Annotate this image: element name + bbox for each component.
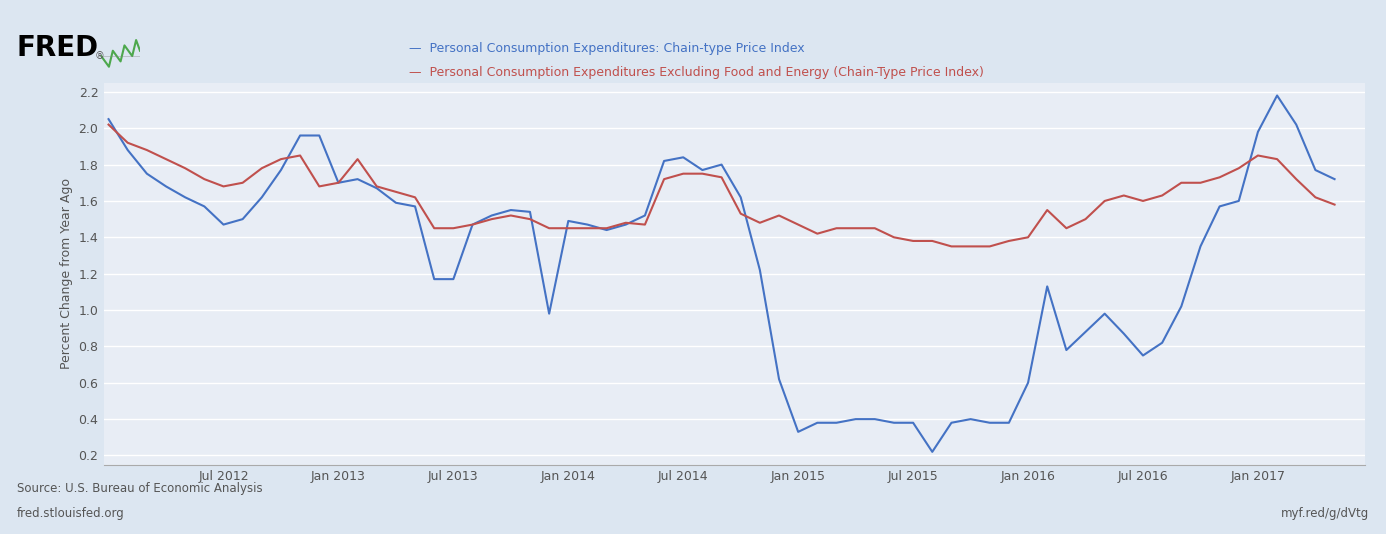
Text: —  Personal Consumption Expenditures: Chain-type Price Index: — Personal Consumption Expenditures: Cha… <box>409 42 804 54</box>
Text: FRED: FRED <box>17 34 98 62</box>
Y-axis label: Percent Change from Year Ago: Percent Change from Year Ago <box>60 178 73 369</box>
Text: —  Personal Consumption Expenditures Excluding Food and Energy (Chain-Type Price: — Personal Consumption Expenditures Excl… <box>409 66 984 78</box>
Text: myf.red/g/dVtg: myf.red/g/dVtg <box>1281 507 1369 520</box>
Text: ®: ® <box>94 51 104 61</box>
Text: Source: U.S. Bureau of Economic Analysis: Source: U.S. Bureau of Economic Analysis <box>17 482 262 495</box>
Text: fred.stlouisfed.org: fred.stlouisfed.org <box>17 507 125 520</box>
